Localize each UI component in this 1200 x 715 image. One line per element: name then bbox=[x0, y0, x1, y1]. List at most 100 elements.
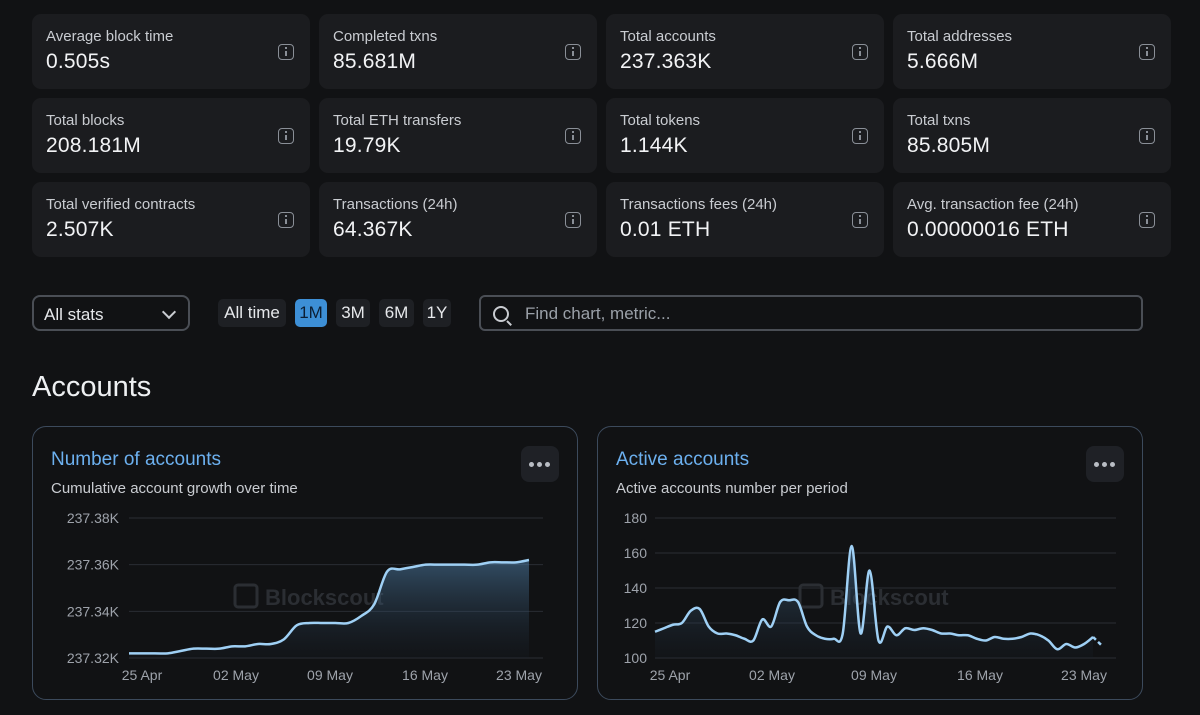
data-point bbox=[850, 545, 852, 547]
range-3m-button[interactable]: 3M bbox=[336, 299, 370, 327]
data-point bbox=[1011, 638, 1013, 640]
stats-grid: Average block time 0.505s Completed txns… bbox=[32, 14, 1171, 257]
series-line-projected bbox=[1092, 636, 1103, 647]
info-icon[interactable] bbox=[565, 44, 581, 60]
stat-value: 19.79K bbox=[333, 134, 401, 157]
chart-title[interactable]: Active accounts bbox=[616, 449, 750, 470]
info-icon[interactable] bbox=[1139, 128, 1155, 144]
data-point bbox=[218, 647, 220, 649]
info-icon[interactable] bbox=[1139, 44, 1155, 60]
data-point bbox=[752, 639, 754, 641]
stat-card-total-verified-contracts: Total verified contracts 2.507K bbox=[32, 182, 310, 257]
data-point bbox=[904, 627, 906, 629]
data-point bbox=[725, 632, 727, 634]
data-point bbox=[663, 627, 665, 629]
info-icon[interactable] bbox=[852, 44, 868, 60]
chart-title[interactable]: Number of accounts bbox=[51, 449, 222, 470]
data-point bbox=[1002, 638, 1004, 640]
info-icon[interactable] bbox=[565, 212, 581, 228]
stat-card-total-tokens: Total tokens 1.144K bbox=[606, 98, 884, 173]
range-1y-button[interactable]: 1Y bbox=[423, 299, 451, 327]
info-icon[interactable] bbox=[565, 128, 581, 144]
data-point bbox=[399, 568, 401, 570]
x-tick-label: 02 May bbox=[749, 667, 795, 683]
data-point bbox=[940, 632, 942, 634]
stat-value: 5.666M bbox=[907, 50, 979, 73]
blockscout-logo-icon bbox=[798, 583, 824, 609]
data-point bbox=[1056, 648, 1058, 650]
data-point bbox=[707, 625, 709, 627]
data-point bbox=[743, 638, 745, 640]
data-point bbox=[270, 643, 272, 645]
data-point bbox=[1065, 643, 1067, 645]
data-point bbox=[205, 647, 207, 649]
data-point bbox=[815, 634, 817, 636]
stat-label: Transactions (24h) bbox=[333, 196, 458, 213]
data-point bbox=[699, 608, 701, 610]
x-tick-label: 16 May bbox=[402, 667, 448, 683]
info-icon[interactable] bbox=[1139, 212, 1155, 228]
stats-filter-select[interactable]: All stats bbox=[32, 295, 190, 331]
stat-value: 0.505s bbox=[46, 50, 111, 73]
info-icon[interactable] bbox=[852, 128, 868, 144]
info-icon[interactable] bbox=[278, 44, 294, 60]
chart-menu-button[interactable] bbox=[521, 446, 559, 482]
data-point bbox=[360, 615, 362, 617]
data-point bbox=[913, 629, 915, 631]
y-tick-label: 160 bbox=[624, 545, 648, 561]
stat-card-total-txns: Total txns 85.805M bbox=[893, 98, 1171, 173]
data-point bbox=[1029, 632, 1031, 634]
data-point bbox=[859, 632, 861, 634]
data-point bbox=[967, 634, 969, 636]
y-tick-label: 237.36K bbox=[67, 557, 120, 573]
data-point bbox=[515, 561, 517, 563]
data-point bbox=[690, 610, 692, 612]
y-tick-label: 237.32K bbox=[67, 650, 120, 666]
stat-card-total-addresses: Total addresses 5.666M bbox=[893, 14, 1171, 89]
data-point bbox=[770, 625, 772, 627]
data-point bbox=[425, 563, 427, 565]
info-icon[interactable] bbox=[278, 212, 294, 228]
data-point bbox=[244, 645, 246, 647]
data-point bbox=[283, 638, 285, 640]
stat-label: Total addresses bbox=[907, 28, 1013, 45]
stat-value: 2.507K bbox=[46, 218, 114, 241]
x-tick-label: 25 Apr bbox=[122, 667, 163, 683]
data-point bbox=[463, 563, 465, 565]
chart-search[interactable] bbox=[479, 295, 1143, 331]
data-point bbox=[949, 632, 951, 634]
info-icon[interactable] bbox=[852, 212, 868, 228]
chart-subtitle: Cumulative account growth over time bbox=[51, 480, 298, 497]
data-point bbox=[450, 563, 452, 565]
data-point bbox=[179, 650, 181, 652]
stat-card-total-blocks: Total blocks 208.181M bbox=[32, 98, 310, 173]
series-line bbox=[654, 544, 1094, 651]
stat-card-total-accounts: Total accounts 237.363K bbox=[606, 14, 884, 89]
data-point bbox=[528, 559, 530, 561]
search-input[interactable] bbox=[523, 297, 1127, 331]
blockscout-logo-icon bbox=[233, 583, 259, 609]
x-tick-label: 09 May bbox=[851, 667, 897, 683]
range-all-time-button[interactable]: All time bbox=[218, 299, 286, 327]
stat-label: Avg. transaction fee (24h) bbox=[907, 196, 1079, 213]
stat-value: 208.181M bbox=[46, 134, 142, 157]
series-area bbox=[129, 560, 529, 658]
x-tick-label: 23 May bbox=[496, 667, 542, 683]
data-point bbox=[806, 625, 808, 627]
data-point bbox=[877, 639, 879, 641]
chart-subtitle: Active accounts number per period bbox=[616, 480, 848, 497]
range-1m-button[interactable]: 1M bbox=[295, 299, 327, 327]
range-6m-button[interactable]: 6M bbox=[379, 299, 414, 327]
data-point bbox=[1101, 645, 1103, 647]
info-icon[interactable] bbox=[278, 128, 294, 144]
chevron-down-icon bbox=[161, 304, 177, 320]
data-point bbox=[868, 569, 870, 571]
chart-menu-button[interactable] bbox=[1086, 446, 1124, 482]
stat-value: 85.805M bbox=[907, 134, 991, 157]
data-point bbox=[412, 566, 414, 568]
x-tick-label: 16 May bbox=[957, 667, 1003, 683]
x-tick-label: 09 May bbox=[307, 667, 353, 683]
data-point bbox=[1092, 636, 1094, 638]
stat-label: Total accounts bbox=[620, 28, 716, 45]
